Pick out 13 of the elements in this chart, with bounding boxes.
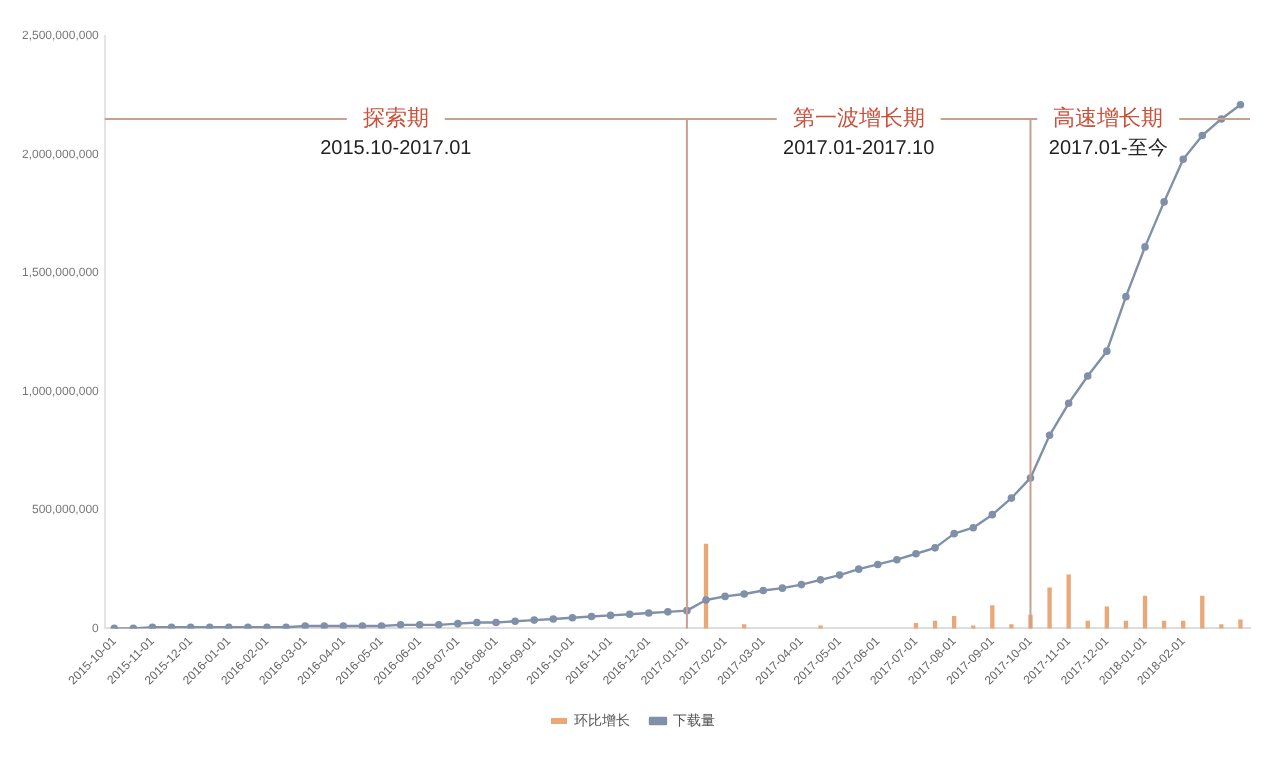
- bar: [1142, 595, 1148, 629]
- annotation: 高速增长期: [1053, 105, 1164, 131]
- bar: [1066, 574, 1071, 629]
- bar: [1238, 619, 1243, 629]
- annotation: 2017.01-至今: [1048, 136, 1168, 161]
- annotation: 第一波增长期: [792, 105, 925, 131]
- annotation: 2017.01-2017.10: [783, 138, 936, 161]
- bar: [1047, 587, 1052, 629]
- bar: [1200, 595, 1205, 629]
- bar: [990, 605, 995, 629]
- annotation: 探索期: [362, 105, 429, 131]
- annotation: 2015.10-2017.01: [320, 138, 473, 161]
- bar: [1104, 606, 1109, 629]
